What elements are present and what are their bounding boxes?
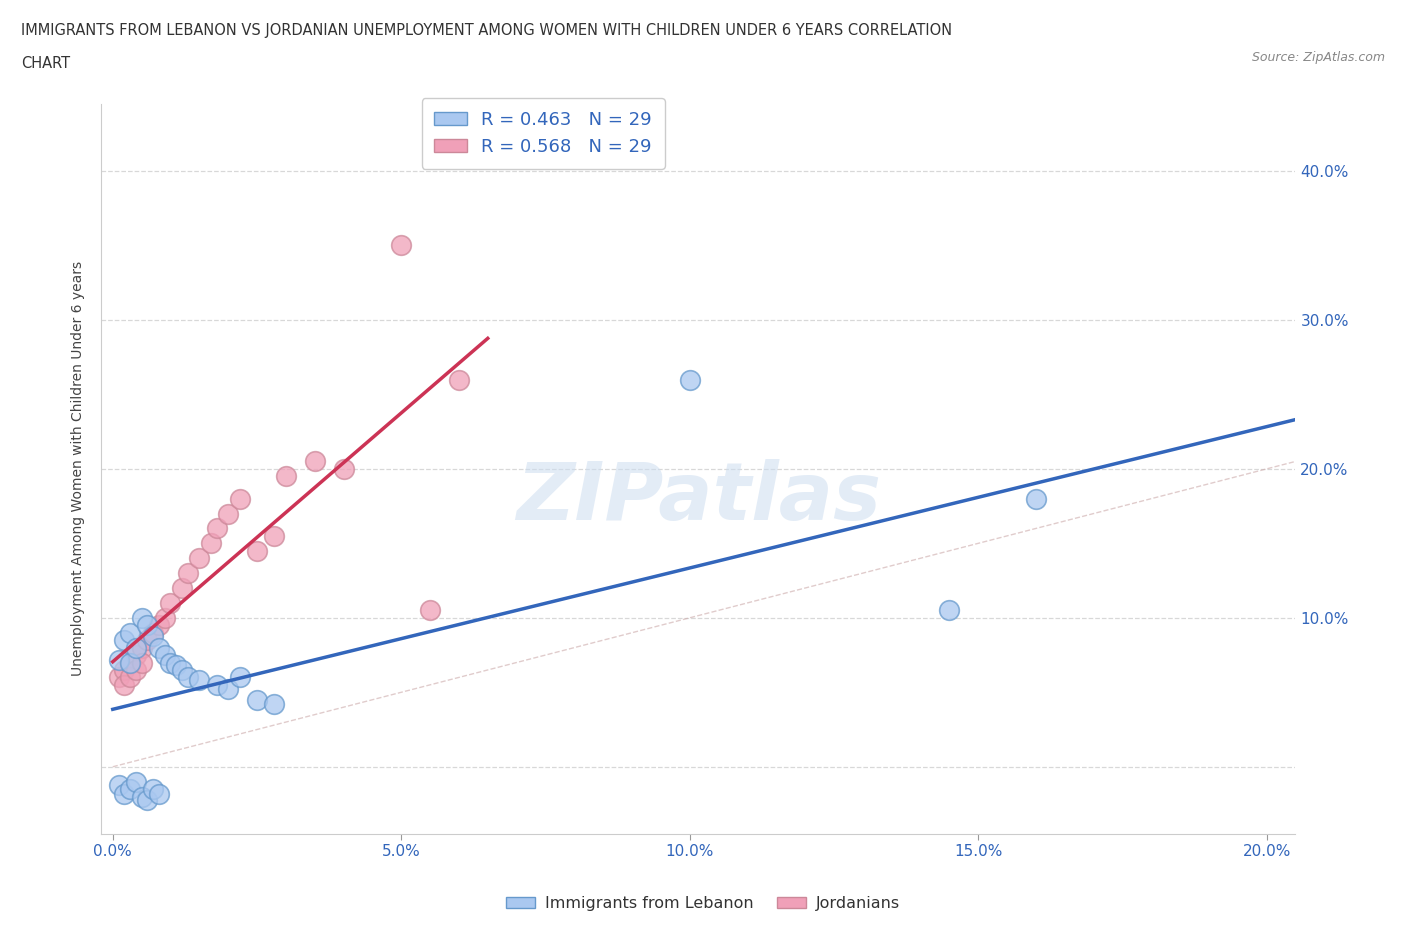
Point (120, 625, 142, 640)
Point (125, 774, 148, 789)
Point (131, 790, 153, 804)
Point (112, 677, 135, 692)
Point (205, 677, 228, 692)
Text: Source: ZipAtlas.com: Source: ZipAtlas.com (1251, 51, 1385, 64)
Point (107, 652, 129, 667)
Legend: R = 0.463   N = 29, R = 0.568   N = 29: R = 0.463 N = 29, R = 0.568 N = 29 (422, 99, 665, 168)
Point (419, 603, 441, 618)
Point (205, 521, 228, 536)
Point (112, 632, 135, 647)
Point (148, 618, 170, 632)
Point (200, 536, 222, 551)
Point (159, 655, 181, 670)
Point (679, 372, 702, 387)
Y-axis label: Unemployment Among Women with Children Under 6 years: Unemployment Among Women with Children U… (72, 261, 86, 676)
Point (170, 580, 193, 595)
Point (246, 543, 269, 558)
Point (188, 551, 211, 565)
Point (142, 781, 165, 796)
Point (153, 647, 176, 662)
Point (217, 682, 239, 697)
Point (120, 670, 142, 684)
Point (263, 697, 285, 711)
Point (125, 640, 148, 655)
Point (148, 640, 170, 655)
Point (274, 469, 297, 484)
Point (131, 610, 153, 625)
Point (165, 658, 187, 673)
Point (1025, 491, 1047, 506)
Point (148, 786, 170, 801)
Point (938, 603, 960, 618)
Point (228, 491, 250, 506)
Point (142, 625, 165, 640)
Point (142, 629, 165, 644)
Point (447, 372, 470, 387)
Point (125, 662, 148, 677)
Point (228, 670, 250, 684)
Point (177, 670, 200, 684)
Point (177, 565, 200, 580)
Point (131, 640, 153, 655)
Point (332, 461, 354, 476)
Point (304, 454, 326, 469)
Point (389, 238, 412, 253)
Point (153, 610, 176, 625)
Point (131, 655, 153, 670)
Text: ZIPatlas: ZIPatlas (516, 459, 880, 538)
Point (159, 595, 181, 610)
Legend: Immigrants from Lebanon, Jordanians: Immigrants from Lebanon, Jordanians (501, 890, 905, 917)
Point (112, 786, 135, 801)
Point (136, 792, 159, 807)
Point (120, 655, 142, 670)
Point (112, 662, 135, 677)
Point (107, 777, 129, 792)
Point (125, 647, 148, 662)
Point (170, 662, 193, 677)
Point (246, 692, 269, 707)
Point (263, 528, 285, 543)
Point (217, 506, 239, 521)
Point (107, 670, 129, 684)
Point (136, 618, 159, 632)
Point (136, 632, 159, 647)
Point (120, 781, 142, 796)
Point (120, 655, 142, 670)
Point (188, 673, 211, 688)
Text: CHART: CHART (21, 56, 70, 71)
Text: IMMIGRANTS FROM LEBANON VS JORDANIAN UNEMPLOYMENT AMONG WOMEN WITH CHILDREN UNDE: IMMIGRANTS FROM LEBANON VS JORDANIAN UNE… (21, 23, 952, 38)
